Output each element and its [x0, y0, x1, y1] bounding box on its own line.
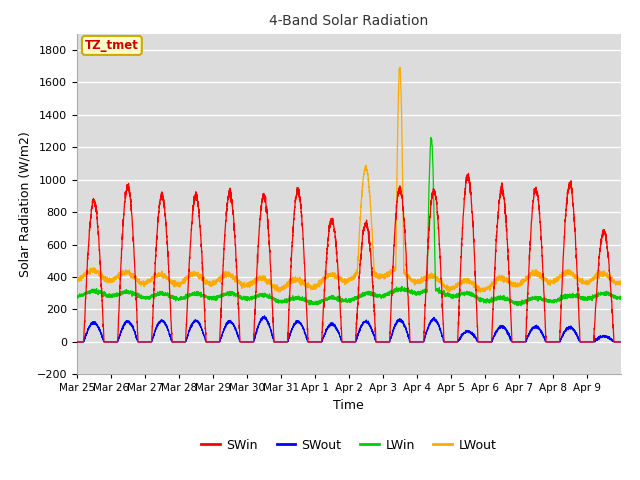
Title: 4-Band Solar Radiation: 4-Band Solar Radiation	[269, 14, 428, 28]
X-axis label: Time: Time	[333, 399, 364, 412]
Text: TZ_tmet: TZ_tmet	[85, 39, 139, 52]
Legend: SWin, SWout, LWin, LWout: SWin, SWout, LWin, LWout	[196, 434, 501, 457]
Y-axis label: Solar Radiation (W/m2): Solar Radiation (W/m2)	[18, 131, 31, 277]
